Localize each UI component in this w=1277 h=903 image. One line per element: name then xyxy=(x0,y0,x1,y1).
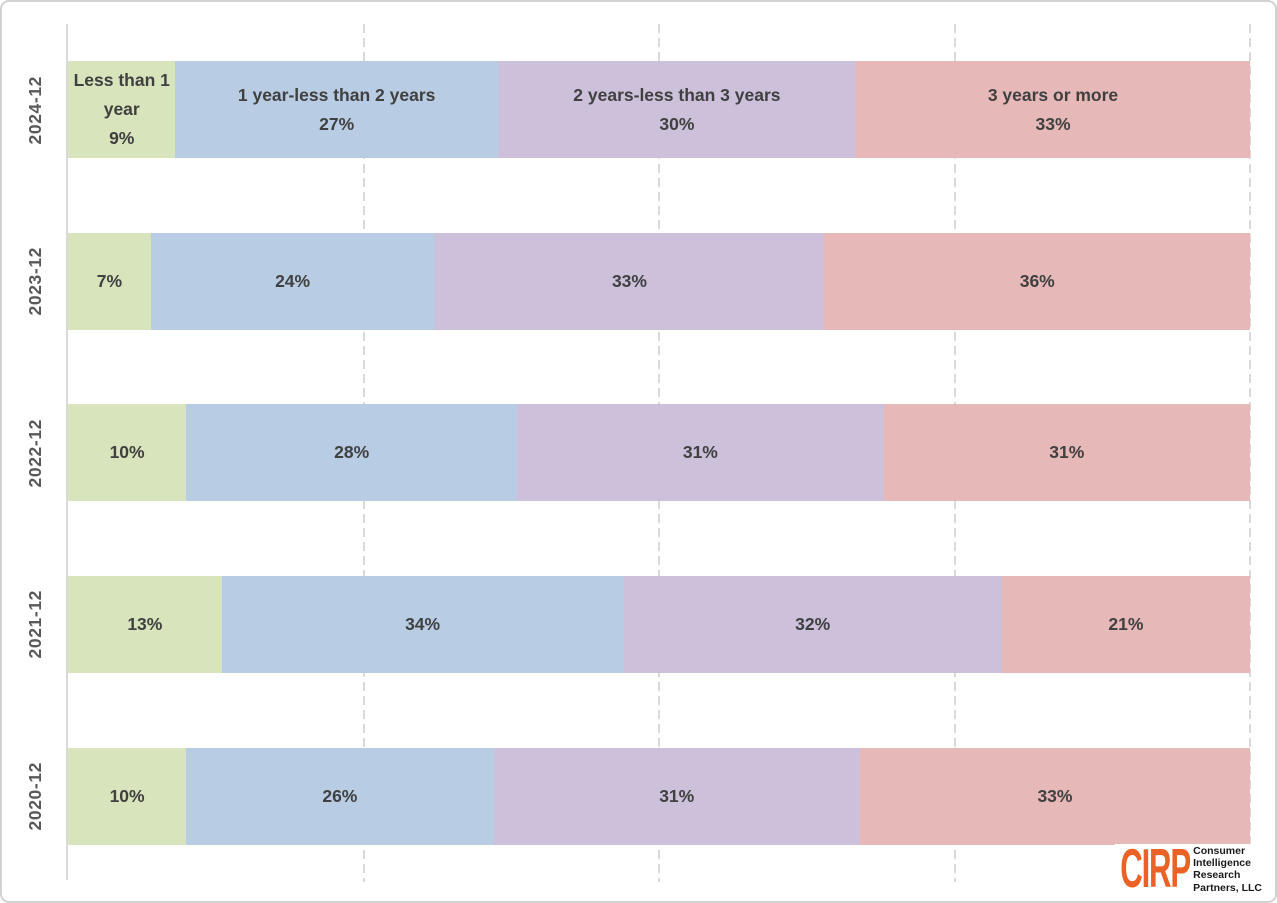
bar-segment: 26% xyxy=(186,747,494,845)
cirp-logo-text-line: Consumer xyxy=(1193,844,1246,857)
bar-segment: 28% xyxy=(186,404,518,502)
segment-series-label: 3 years or more xyxy=(987,84,1119,105)
bar-segment: 1 year-less than 2 years 27% xyxy=(175,61,498,159)
segment-value-label: 21% xyxy=(1108,614,1144,635)
bar-row-2024-12: 2024-12 Less than 1 year 9% 1 year-less tha… xyxy=(2,24,1250,196)
bar-row-2021-12: 2021-12 13% 34% 32% 21% xyxy=(2,539,1250,711)
segment-value-label: 34% xyxy=(405,614,441,635)
segment-series-label: 1 year-less than 2 years xyxy=(237,84,436,105)
cirp-logo-wordmark: CIRP xyxy=(1120,838,1191,900)
bar-segment: 2 years-less than 3 years 30% xyxy=(497,61,856,159)
segment-value-label: 27% xyxy=(319,113,355,134)
segment-value-label: 36% xyxy=(1019,270,1055,291)
cirp-logo-text-line: Research xyxy=(1193,869,1241,882)
bar-segment: 13% xyxy=(68,576,222,674)
bar-row-2022-12: 2022-12 10% 28% 31% 31% xyxy=(2,367,1250,539)
bar-segment: 31% xyxy=(883,404,1250,502)
segment-value-label: 31% xyxy=(659,785,695,806)
bar-segment: 21% xyxy=(1001,576,1250,674)
bar-segment: 33% xyxy=(859,747,1250,845)
segment-value-label: 26% xyxy=(322,785,358,806)
plot-area: 2024-12 Less than 1 year 9% 1 year-less tha… xyxy=(2,24,1275,882)
y-axis-label-text: 2024-12 xyxy=(24,75,45,145)
bar-segment: 7% xyxy=(68,232,151,330)
cirp-logo: CIRP Consumer Intelligence Research Part… xyxy=(1115,838,1262,900)
y-axis-label: 2024-12 xyxy=(2,24,68,196)
segment-value-label: 33% xyxy=(611,270,647,291)
cirp-logo-text-line: Partners, LLC xyxy=(1193,881,1262,894)
segment-value-label: 9% xyxy=(109,128,135,149)
bar-segment: 32% xyxy=(623,576,1002,674)
bar-segment: 31% xyxy=(517,404,884,502)
cirp-logo-text-line: Intelligence xyxy=(1193,856,1251,869)
stacked-bar: 13% 34% 32% 21% xyxy=(68,576,1250,674)
bar-segment: Less than 1 year 9% xyxy=(68,61,176,159)
stacked-bar: Less than 1 year 9% 1 year-less than 2 yea… xyxy=(68,61,1250,159)
stacked-bar: 10% 26% 31% 33% xyxy=(68,747,1250,845)
bar-segment: 10% xyxy=(68,404,187,502)
stacked-bar: 7% 24% 33% 36% xyxy=(68,232,1250,330)
bar-segment: 31% xyxy=(493,747,860,845)
cirp-logo-wordmark-box: CIRP xyxy=(1119,838,1191,900)
segment-value-label: 7% xyxy=(96,270,123,291)
stacked-bar: 10% 28% 31% 31% xyxy=(68,404,1250,502)
bar-segment: 36% xyxy=(824,232,1250,330)
y-axis-label-text: 2020-12 xyxy=(24,761,45,831)
cirp-logo-text: Consumer Intelligence Research Partners,… xyxy=(1193,845,1262,895)
segment-value-label: 30% xyxy=(659,113,695,134)
bar-segment: 3 years or more 33% xyxy=(856,61,1250,159)
segment-value-label: 31% xyxy=(1049,442,1085,463)
segment-value-label: 31% xyxy=(682,442,718,463)
y-axis-label: 2021-12 xyxy=(2,539,68,711)
bar-rows: 2024-12 Less than 1 year 9% 1 year-less tha… xyxy=(2,24,1250,882)
y-axis-line xyxy=(66,24,68,880)
segment-value-label: 24% xyxy=(275,270,311,291)
segment-series-label: 2 years-less than 3 years xyxy=(573,84,781,105)
segment-value-label: 10% xyxy=(109,785,145,806)
y-axis-label-text: 2022-12 xyxy=(24,418,45,488)
bar-segment: 24% xyxy=(150,232,435,330)
segment-value-label: 32% xyxy=(795,614,831,635)
y-axis-label: 2020-12 xyxy=(2,710,68,882)
y-axis-label-text: 2023-12 xyxy=(24,247,45,316)
segment-value-label: 28% xyxy=(334,442,370,463)
segment-value-label: 33% xyxy=(1037,785,1073,806)
segment-value-label: 10% xyxy=(109,442,145,463)
y-axis-label-text: 2021-12 xyxy=(24,590,45,659)
bar-segment: 10% xyxy=(68,747,187,845)
segment-series-label: Less than 1 year xyxy=(73,70,170,120)
bar-row-2020-12: 2020-12 10% 26% 31% 33% xyxy=(2,710,1250,882)
bar-segment: 33% xyxy=(434,232,825,330)
segment-value-label: 33% xyxy=(1035,113,1071,134)
bar-row-2023-12: 2023-12 7% 24% 33% 36% xyxy=(2,196,1250,368)
bar-segment: 34% xyxy=(221,576,624,674)
y-axis-label: 2023-12 xyxy=(2,196,68,368)
gridline-100pct xyxy=(1249,24,1251,882)
y-axis-label: 2022-12 xyxy=(2,367,68,539)
segment-value-label: 13% xyxy=(127,614,163,635)
